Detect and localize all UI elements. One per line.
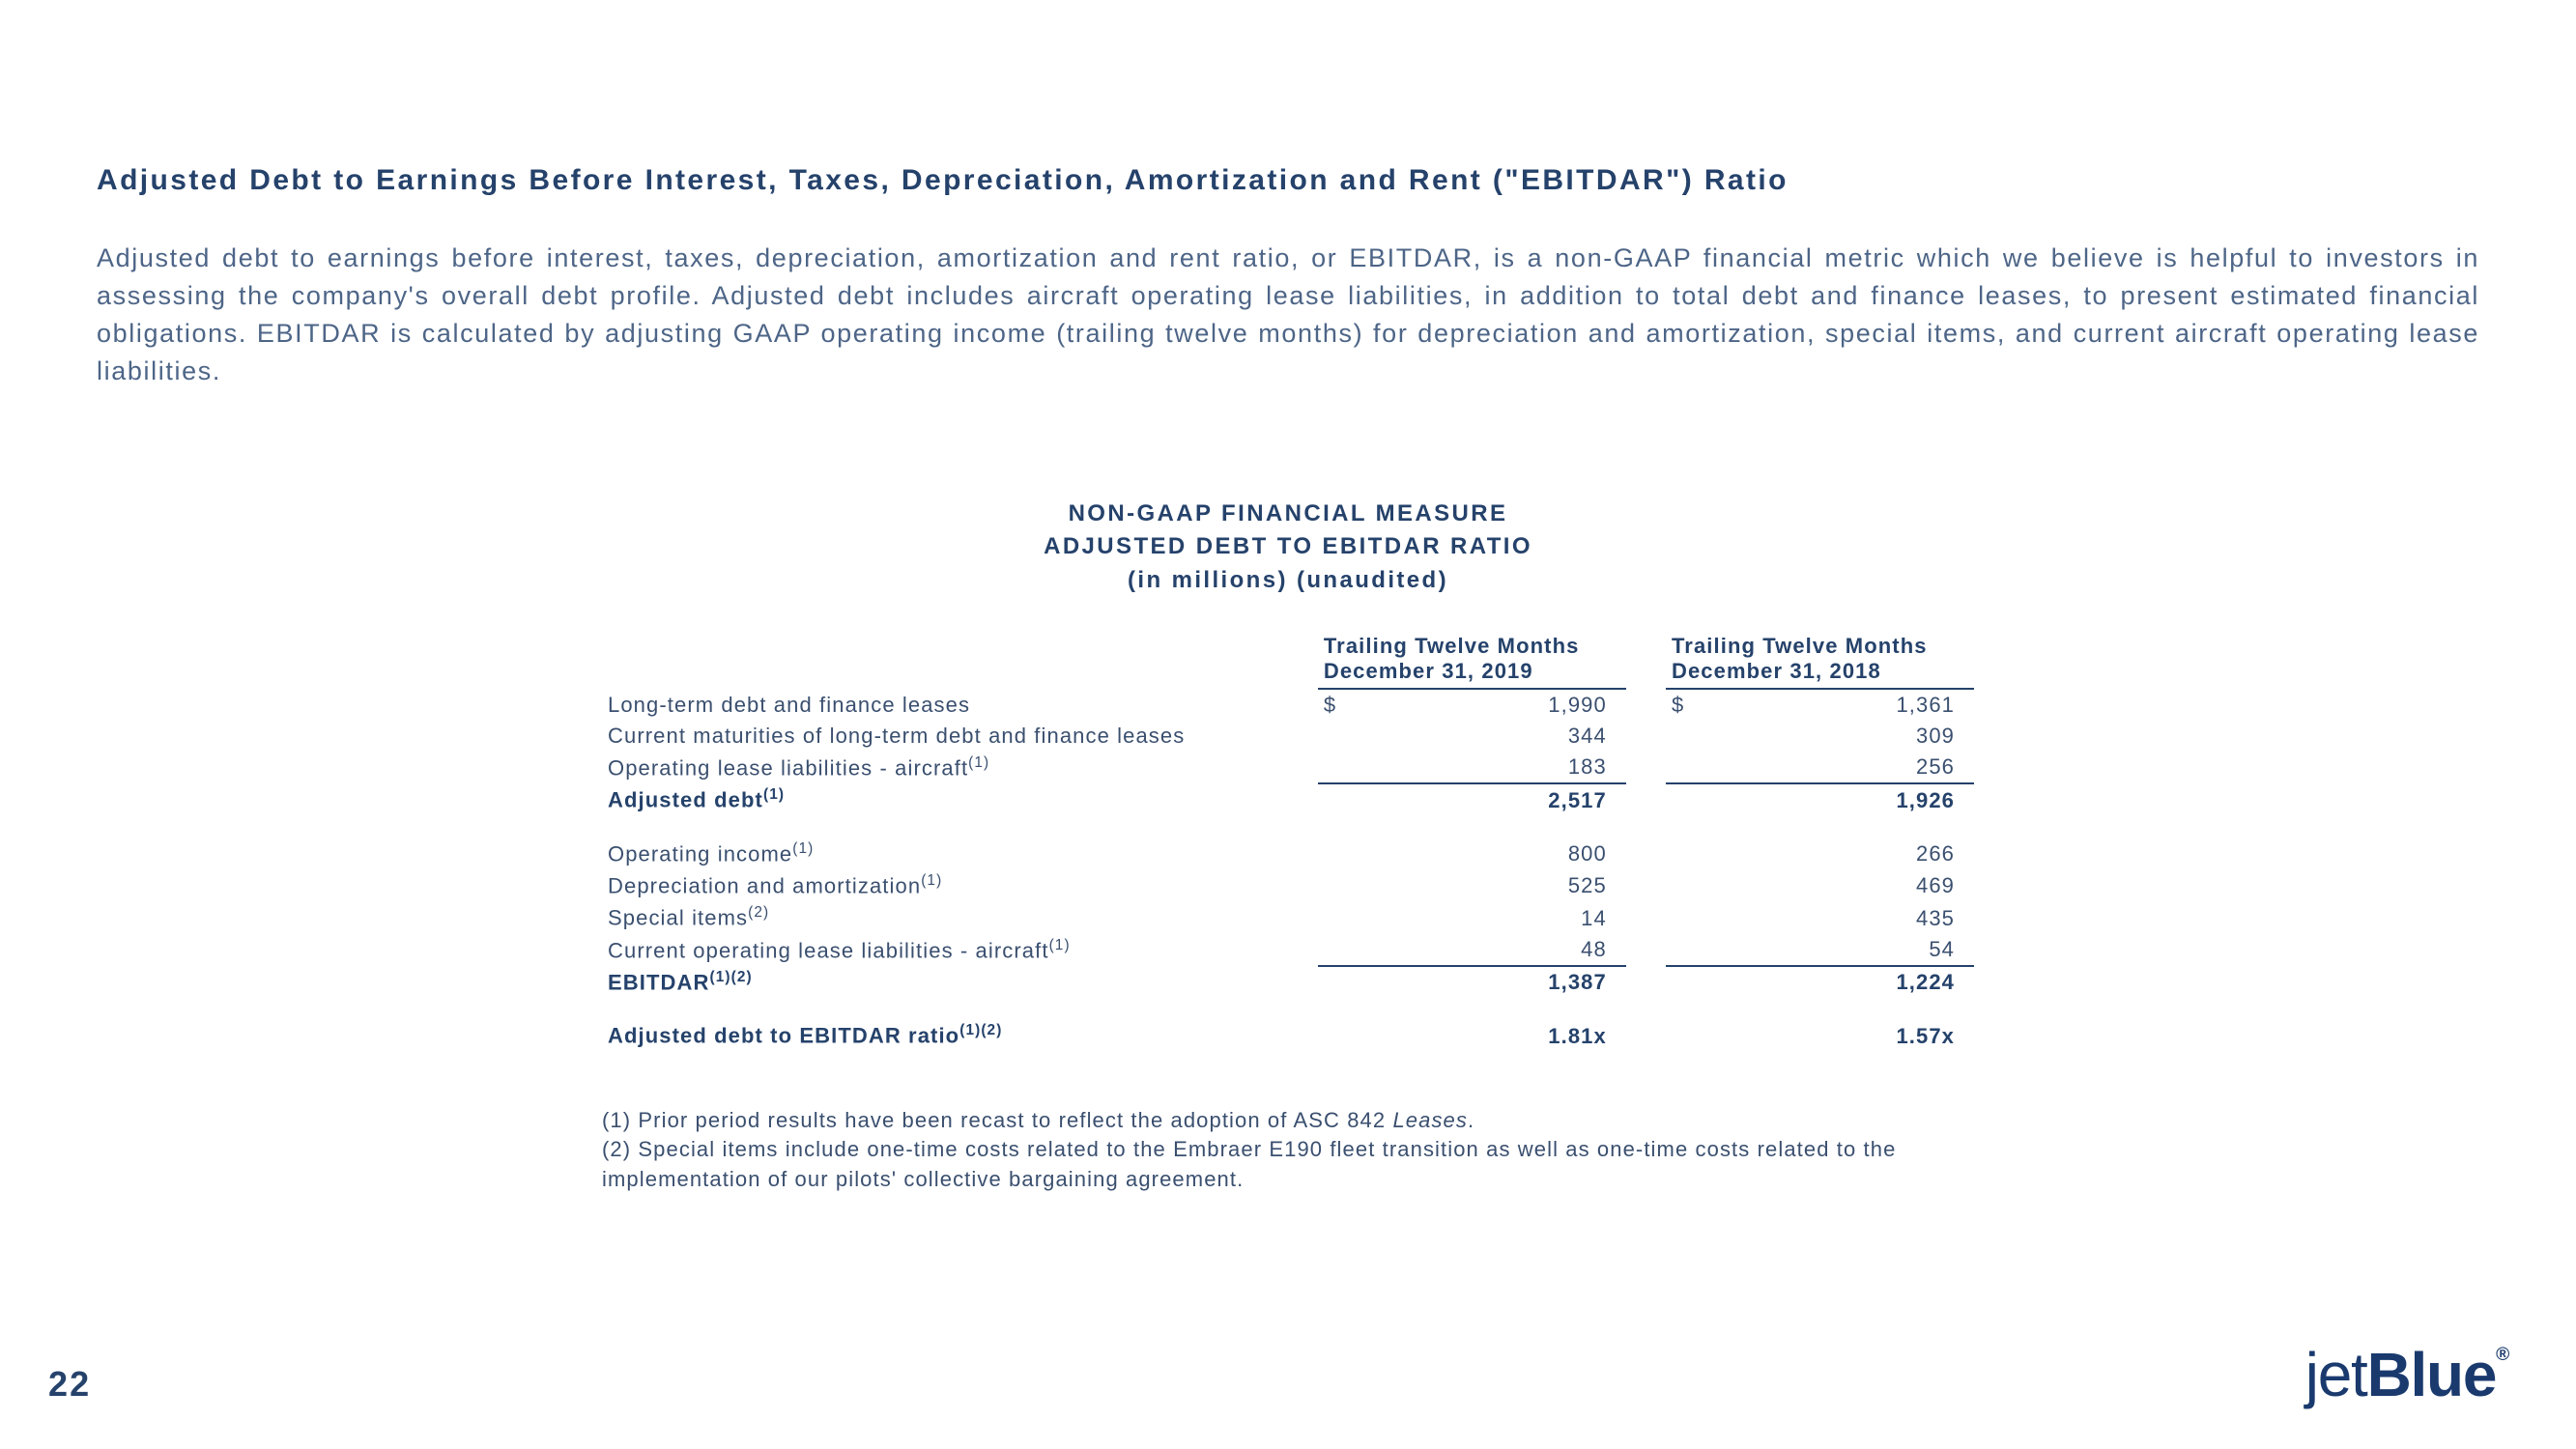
row-label: Operating lease liabilities - aircraft [608, 755, 968, 780]
col-header-2019-b: December 31, 2019 [1324, 659, 1533, 683]
page-container: Adjusted Debt to Earnings Before Interes… [0, 0, 2576, 1195]
logo-blue: Blue [2367, 1340, 2497, 1409]
table-title-group: NON-GAAP FINANCIAL MEASURE ADJUSTED DEBT… [602, 497, 1974, 598]
footnote-ref: (2) [748, 904, 769, 921]
col-header-2018: Trailing Twelve Months December 31, 2018 [1666, 631, 1974, 689]
value-2019: 1,990 [1367, 689, 1626, 721]
page-number: 22 [48, 1364, 91, 1405]
ebitdar-table: Trailing Twelve Months December 31, 2019… [602, 631, 1974, 1052]
table-row: Long-term debt and finance leases $ 1,99… [602, 689, 1974, 721]
value-2019: 48 [1367, 934, 1626, 966]
row-label: Adjusted debt [608, 788, 763, 812]
value-2018: 435 [1715, 901, 1974, 933]
value-2019: 1.81x [1367, 1019, 1626, 1051]
row-label: Current maturities of long-term debt and… [608, 724, 1185, 748]
table-row: Current maturities of long-term debt and… [602, 721, 1974, 752]
table-row: Depreciation and amortization(1) 525 469 [602, 869, 1974, 901]
header-row: Trailing Twelve Months December 31, 2019… [602, 631, 1974, 689]
value-2019: 14 [1367, 901, 1626, 933]
financial-table-block: NON-GAAP FINANCIAL MEASURE ADJUSTED DEBT… [602, 497, 1974, 1195]
value-2018: 1,361 [1715, 689, 1974, 721]
currency-symbol: $ [1318, 689, 1367, 721]
footnote-ref: (1)(2) [709, 969, 752, 985]
table-row: Operating income(1) 800 266 [602, 838, 1974, 869]
row-label: Special items [608, 906, 748, 930]
col-header-2018-b: December 31, 2018 [1672, 659, 1881, 683]
table-row: Operating lease liabilities - aircraft(1… [602, 752, 1974, 783]
spacer-row [602, 998, 1974, 1019]
section-paragraph: Adjusted debt to earnings before interes… [97, 240, 2479, 391]
table-row-total: EBITDAR(1)(2) 1,387 1,224 [602, 966, 1974, 998]
logo-registered-icon: ® [2496, 1345, 2508, 1365]
footnote-ref: (1)(2) [959, 1022, 1002, 1038]
section-heading: Adjusted Debt to Earnings Before Interes… [97, 164, 2479, 197]
row-label: Current operating lease liabilities - ai… [608, 938, 1049, 962]
spacer-row [602, 816, 1974, 838]
footnote-ref: (1) [1049, 937, 1071, 953]
value-2019: 1,387 [1367, 966, 1626, 998]
value-2019: 800 [1367, 838, 1626, 869]
table-title-1: NON-GAAP FINANCIAL MEASURE [602, 497, 1974, 531]
jetblue-logo: jetBlue® [2305, 1339, 2508, 1410]
footnote-2: (2) Special items include one-time costs… [602, 1135, 1974, 1195]
footnotes: (1) Prior period results have been recas… [602, 1106, 1974, 1195]
value-2019: 2,517 [1367, 783, 1626, 815]
table-row: Special items(2) 14 435 [602, 901, 1974, 933]
value-2018: 54 [1715, 934, 1974, 966]
table-row: Current operating lease liabilities - ai… [602, 934, 1974, 966]
value-2018: 309 [1715, 721, 1974, 752]
footnote-ref: (1) [792, 840, 814, 857]
col-header-2018-a: Trailing Twelve Months [1672, 634, 1928, 658]
value-2019: 344 [1367, 721, 1626, 752]
value-2018: 1,224 [1715, 966, 1974, 998]
currency-symbol: $ [1666, 689, 1715, 721]
row-label: EBITDAR [608, 970, 709, 994]
value-2019: 525 [1367, 869, 1626, 901]
row-label: Long-term debt and finance leases [608, 693, 970, 717]
footnote-1: (1) Prior period results have been recas… [602, 1106, 1974, 1136]
table-title-2: ADJUSTED DEBT TO EBITDAR RATIO [602, 530, 1974, 564]
footnote-ref: (1) [968, 754, 989, 771]
table-row-ratio: Adjusted debt to EBITDAR ratio(1)(2) 1.8… [602, 1019, 1974, 1051]
row-label: Depreciation and amortization [608, 873, 921, 897]
table-row-total: Adjusted debt(1) 2,517 1,926 [602, 783, 1974, 815]
table-title-3: (in millions) (unaudited) [602, 564, 1974, 598]
logo-jet: jet [2305, 1340, 2367, 1409]
row-label: Adjusted debt to EBITDAR ratio [608, 1024, 959, 1048]
value-2018: 469 [1715, 869, 1974, 901]
value-2019: 183 [1367, 752, 1626, 783]
value-2018: 1,926 [1715, 783, 1974, 815]
header-blank [602, 631, 1318, 689]
col-header-2019: Trailing Twelve Months December 31, 2019 [1318, 631, 1626, 689]
value-2018: 1.57x [1715, 1019, 1974, 1051]
header-gap [1626, 631, 1666, 689]
col-header-2019-a: Trailing Twelve Months [1324, 634, 1580, 658]
footnote-ref: (1) [921, 872, 942, 889]
value-2018: 256 [1715, 752, 1974, 783]
row-label: Operating income [608, 841, 792, 866]
value-2018: 266 [1715, 838, 1974, 869]
footnote-ref: (1) [763, 786, 785, 803]
